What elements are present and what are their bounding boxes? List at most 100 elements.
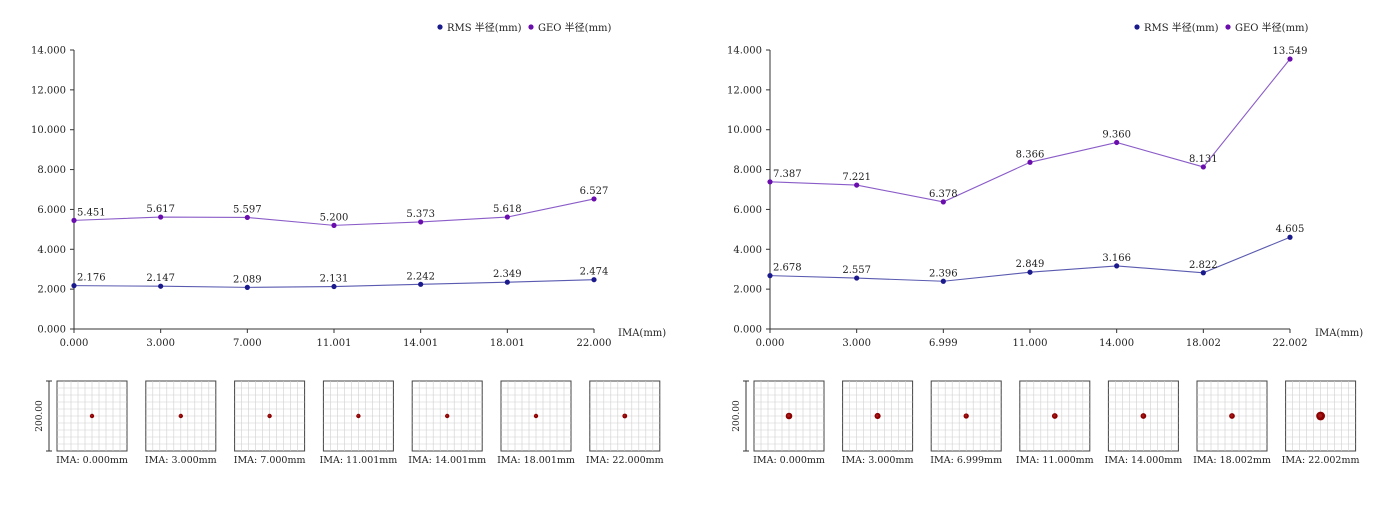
spot-diagram: IMA: 0.000mm	[56, 380, 128, 466]
legend: RMS 半径(mm) GEO 半径(mm)	[1134, 21, 1309, 34]
data-label: 8.366	[1016, 149, 1045, 160]
y-tick-label: 0.000	[733, 325, 762, 336]
data-point	[244, 284, 250, 290]
data-point	[504, 279, 510, 285]
data-label: 2.176	[77, 273, 106, 284]
spot-core	[1053, 414, 1056, 417]
spot-core	[534, 414, 537, 417]
spot-label: IMA: 14.000mm	[1104, 455, 1182, 466]
series-geo: 5.451 5.617 5.597 5.200 5.373 5.618 6.527	[71, 186, 608, 228]
spot-diagram: IMA: 18.001mm	[497, 380, 575, 466]
scale-label: 200.00	[35, 400, 45, 432]
spot-label: IMA: 0.000mm	[56, 455, 128, 466]
data-point	[940, 199, 946, 205]
chart-panel-1: RMS 半径(mm) GEO 半径(mm) 0.000 2.000 4.000 6.000…	[31, 21, 666, 466]
data-label: 9.360	[1102, 129, 1131, 140]
data-label: 2.089	[233, 274, 262, 285]
spot-core	[179, 414, 182, 417]
data-label: 2.396	[929, 268, 958, 279]
data-label: 5.597	[233, 204, 262, 215]
spot-diagram: IMA: 14.000mm	[1104, 380, 1182, 466]
spot-core	[875, 414, 879, 417]
spot-core	[1230, 414, 1233, 417]
spot-core	[357, 414, 359, 417]
data-label: 4.605	[1276, 224, 1305, 235]
y-tick-label: 8.000	[37, 165, 66, 176]
x-tick-label: 22.000	[577, 338, 612, 349]
data-point	[1200, 270, 1206, 276]
data-point	[158, 214, 164, 220]
y-tick-label: 8.000	[733, 165, 762, 176]
spot-core	[268, 414, 271, 417]
spot-label: IMA: 14.001mm	[408, 455, 486, 466]
y-tick-label: 10.000	[31, 125, 66, 136]
spot-diagram: IMA: 3.000mm	[145, 380, 217, 466]
y-tick-label: 6.000	[733, 205, 762, 216]
data-point	[767, 273, 773, 279]
y-tick-label: 6.000	[37, 205, 66, 216]
y-tick-label: 2.000	[733, 285, 762, 296]
x-tick-label: 7.000	[233, 338, 262, 349]
spot-label: IMA: 0.000mm	[753, 455, 825, 466]
y-axis: 0.000 2.000 4.000 6.000 8.000 10.000 12.000 14.…	[31, 46, 75, 336]
data-point	[158, 283, 164, 289]
data-label: 8.131	[1189, 154, 1218, 165]
x-tick-label: 0.000	[60, 338, 89, 349]
data-point	[1027, 159, 1033, 165]
spot-core	[787, 414, 791, 418]
x-tick-label: 0.000	[756, 338, 785, 349]
data-label: 7.387	[773, 169, 802, 180]
spot-diagram: IMA: 11.001mm	[319, 380, 397, 466]
spot-diagram: IMA: 7.000mm	[234, 380, 306, 466]
data-point	[1114, 263, 1120, 269]
legend: RMS 半径(mm) GEO 半径(mm)	[437, 21, 612, 34]
x-tick-label: 3.000	[146, 338, 175, 349]
data-point	[418, 281, 424, 287]
spot-diagram: IMA: 3.000mm	[842, 380, 914, 466]
spot-core	[623, 414, 626, 417]
series-rms: 2.176 2.147 2.089 2.131 2.242 2.349 2.474	[71, 267, 608, 290]
y-tick-label: 12.000	[727, 85, 762, 96]
spot-label: IMA: 18.001mm	[497, 455, 575, 466]
data-label: 2.822	[1189, 260, 1218, 271]
series-rms: 2.678 2.557 2.396 2.849 3.166 2.822 4.605	[767, 224, 1304, 284]
x-tick-label: 18.002	[1186, 338, 1221, 349]
spot-label: IMA: 11.001mm	[319, 455, 397, 466]
spot-label: IMA: 3.000mm	[842, 455, 914, 466]
x-tick-label: 18.001	[490, 338, 525, 349]
spot-label: IMA: 7.000mm	[234, 455, 306, 466]
spot-core	[90, 414, 93, 417]
data-label: 2.349	[493, 269, 522, 280]
y-tick-label: 12.000	[31, 85, 66, 96]
legend-rms-label: RMS 半径(mm)	[1144, 21, 1219, 34]
y-axis: 0.000 2.000 4.000 6.000 8.000 10.000 12.000 14.…	[727, 46, 771, 336]
data-label: 5.200	[320, 212, 349, 223]
y-tick-label: 4.000	[37, 245, 66, 256]
spot-core	[1318, 413, 1323, 418]
x-axis-title: IMA(mm)	[1315, 328, 1363, 339]
y-tick-label: 2.000	[37, 285, 66, 296]
y-tick-label: 14.000	[31, 46, 66, 57]
spot-diagram: IMA: 22.000mm	[586, 380, 664, 466]
data-point	[854, 275, 860, 281]
data-point	[1287, 56, 1293, 62]
legend-geo-marker	[528, 24, 534, 30]
data-point	[71, 283, 77, 289]
data-point	[940, 278, 946, 284]
y-tick-label: 10.000	[727, 125, 762, 136]
spot-diagram: IMA: 22.002mm	[1282, 380, 1360, 466]
data-point	[504, 214, 510, 220]
spot-diagram: IMA: 11.000mm	[1016, 380, 1094, 466]
y-tick-label: 14.000	[727, 46, 762, 57]
legend-rms-marker	[437, 24, 443, 30]
data-point	[331, 222, 337, 228]
data-label: 5.373	[406, 209, 435, 220]
data-label: 2.131	[320, 274, 349, 285]
data-point	[767, 179, 773, 185]
series-geo: 7.387 7.221 6.378 8.366 9.360 8.131 13.549	[767, 46, 1308, 205]
x-tick-label: 6.999	[929, 338, 958, 349]
scale-label: 200.00	[732, 400, 742, 432]
legend-geo-label: GEO 半径(mm)	[1235, 21, 1309, 34]
